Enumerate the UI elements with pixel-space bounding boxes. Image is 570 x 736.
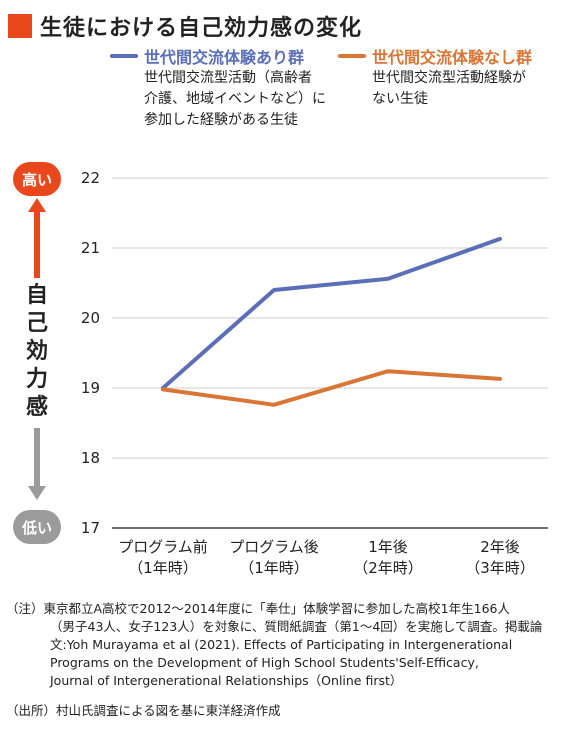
y-axis-low-badge: 低い: [13, 510, 61, 544]
legend-desc-without-1: 世代間交流型活動経験が: [372, 70, 526, 86]
x-category-label: 2年後: [480, 538, 520, 556]
x-category-label: 1年後: [368, 538, 408, 556]
y-tick-label: 20: [81, 309, 100, 327]
legend-name-without: 世代間交流体験なし群: [372, 48, 533, 67]
legend-without-exchange: 世代間交流体験なし群 世代間交流型活動経験が ない生徒: [338, 44, 532, 110]
title-marker: [8, 14, 32, 38]
down-arrow-icon: [28, 428, 46, 500]
source-note: （出所）村山氏調査による図を基に東洋経済作成: [6, 703, 281, 718]
y-tick-label: 22: [81, 169, 100, 187]
footnote-line-3: 文:Yoh Murayama et al (2021). Effects of …: [50, 637, 513, 652]
legend-desc-with-3: 参加した経験がある生徒: [144, 112, 298, 128]
x-category-label: （1年時）: [128, 559, 198, 577]
x-category-label: （3年時）: [465, 559, 535, 577]
footnote-line-5: Journal of Intergenerational Relationshi…: [50, 673, 403, 688]
y-axis-label: 自己効力感: [25, 283, 48, 420]
footnote-line-4: Programs on the Development of High Scho…: [50, 655, 479, 670]
line-chart: 22 21 20 19 18 17 プログラム前 （1年時） プログラム後 （1年時） 1年後 （2…: [28, 169, 548, 577]
up-arrow-icon: [28, 198, 46, 278]
legend-line-without: [338, 54, 366, 58]
y-tick-label: 19: [81, 379, 100, 397]
footnote-line-1: （注）東京都立A高校で2012〜2014年度に「奉仕」体験学習に参加した高校1年…: [6, 601, 510, 616]
y-axis-high-badge: 高い: [13, 162, 61, 196]
series-line-with-exchange: [161, 236, 502, 390]
chart-title: 生徒における自己効力感の変化: [40, 16, 363, 41]
x-category-label: プログラム前: [118, 538, 208, 556]
footnote: （注）東京都立A高校で2012〜2014年度に「奉仕」体験学習に参加した高校1年…: [6, 600, 562, 690]
legend-desc-with-1: 世代間交流型活動（高齢者: [144, 70, 312, 86]
x-category-label: プログラム後: [229, 538, 319, 556]
title-block: 生徒における自己効力感の変化: [8, 10, 362, 42]
x-category-label: （2年時）: [353, 559, 423, 577]
legend-line-with: [110, 54, 138, 58]
y-tick-label: 21: [81, 239, 100, 257]
legend-desc-without-2: ない生徒: [372, 91, 428, 107]
legend-desc-with-2: 介護、地域イベントなど）に: [144, 91, 326, 107]
legend-with-exchange: 世代間交流体験あり群 世代間交流型活動（高齢者 介護、地域イベントなど）に 参加…: [110, 44, 326, 131]
y-tick-label: 18: [81, 449, 100, 467]
legend-name-with: 世代間交流体験あり群: [144, 48, 305, 67]
series-line-without-exchange: [161, 369, 502, 407]
x-category-label: （1年時）: [239, 559, 309, 577]
y-tick-label: 17: [81, 519, 100, 537]
footnote-line-2: （男子43人、女子123人）を対象に、質問紙調査（第1〜4回）を実施して調査。掲…: [50, 619, 543, 634]
